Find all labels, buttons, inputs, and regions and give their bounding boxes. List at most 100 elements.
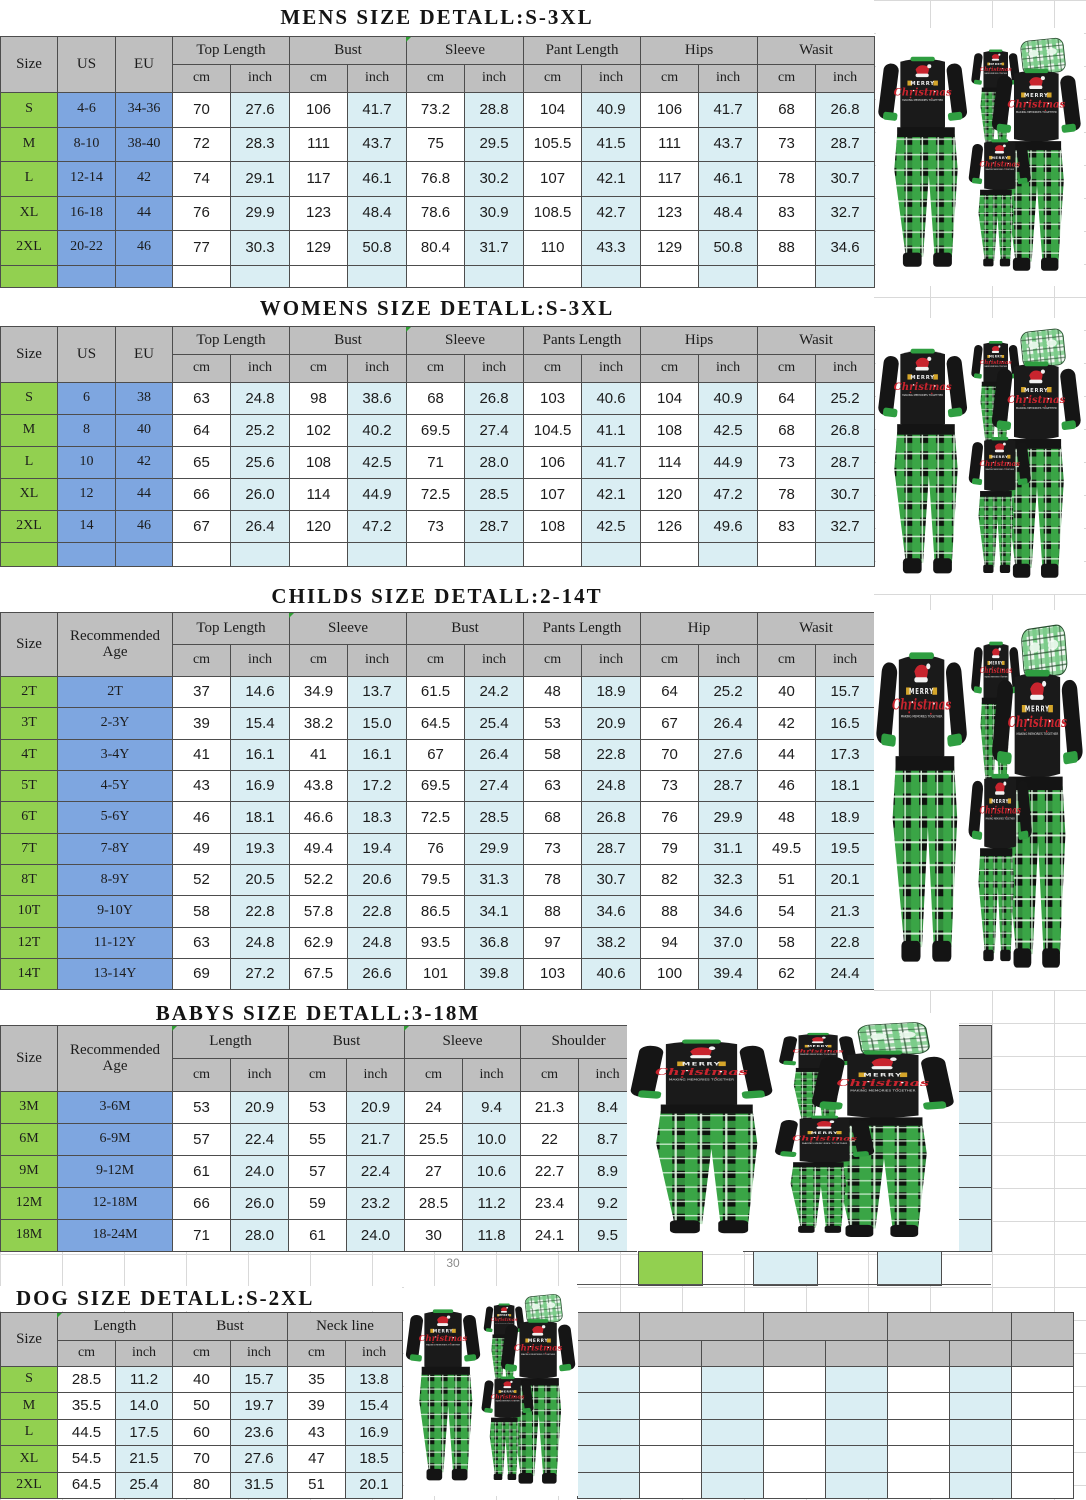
size-cell: 12M xyxy=(0,1187,58,1220)
left-value-cell: 11-12Y xyxy=(57,926,173,960)
empty-cell xyxy=(523,542,583,567)
value-cell: 44.5 xyxy=(57,1418,116,1447)
unit-header: cm xyxy=(172,64,231,93)
value-cell: 41.7 xyxy=(698,92,759,128)
empty-cell xyxy=(763,1392,826,1420)
value-cell: 38.6 xyxy=(347,382,408,415)
value-cell: 49 xyxy=(172,832,231,866)
product-photo-babys-pajamas xyxy=(627,1013,959,1251)
value-cell: 94 xyxy=(640,926,700,960)
value-cell: 62 xyxy=(757,958,817,991)
value-cell: 54 xyxy=(757,895,817,928)
value-cell: 68 xyxy=(523,801,583,834)
value-cell: 126 xyxy=(640,510,700,543)
empty-header-cell xyxy=(1011,1312,1074,1341)
size-cell: M xyxy=(0,126,58,162)
value-cell: 86.5 xyxy=(406,895,466,928)
unit-header: inch xyxy=(115,1340,173,1367)
value-cell: 28.8 xyxy=(464,92,525,128)
value-cell: 25.2 xyxy=(229,414,291,447)
unit-header: inch xyxy=(464,354,525,383)
value-cell: 26.4 xyxy=(464,738,525,772)
column-header: EU xyxy=(115,36,173,93)
childs-size-table: Size Recommended Age Top Length Sleeve Bust P… xyxy=(0,612,876,991)
value-cell: 117 xyxy=(289,161,349,197)
value-cell: 43.7 xyxy=(698,126,759,162)
value-cell: 20.9 xyxy=(230,1091,289,1124)
value-cell: 25.5 xyxy=(404,1123,464,1156)
value-cell: 58 xyxy=(172,895,231,928)
value-cell: 98 xyxy=(289,382,349,415)
value-cell: 69 xyxy=(172,958,231,991)
cell-comment-marker xyxy=(406,327,411,332)
value-cell: 64.5 xyxy=(57,1471,116,1499)
value-cell: 104.5 xyxy=(523,414,583,447)
value-cell: 31.5 xyxy=(229,1471,289,1499)
empty-cell xyxy=(115,542,173,567)
value-cell: 23.6 xyxy=(229,1418,289,1447)
blank-area xyxy=(0,0,874,36)
value-cell: 44.9 xyxy=(347,478,408,511)
value-cell: 43.3 xyxy=(581,230,642,266)
size-cell: 9M xyxy=(0,1155,58,1188)
left-value-cell: 34-36 xyxy=(115,92,173,128)
value-cell: 69.5 xyxy=(406,414,466,447)
value-cell: 18.1 xyxy=(815,770,876,803)
value-cell: 48 xyxy=(523,675,583,709)
size-cell: 7T xyxy=(0,832,58,866)
empty-cell xyxy=(1011,1418,1074,1447)
value-cell: 39.8 xyxy=(464,958,525,991)
left-value-cell: 20-22 xyxy=(57,230,116,266)
value-cell: 49.5 xyxy=(757,832,817,866)
empty-cell xyxy=(825,1365,888,1394)
left-value-cell: 42 xyxy=(115,161,173,197)
size-cell: 14T xyxy=(0,958,58,991)
unit-header: inch xyxy=(229,64,291,93)
value-cell: 108 xyxy=(289,446,349,479)
unit-header: inch xyxy=(229,1340,289,1367)
value-cell: 30.9 xyxy=(464,195,525,231)
unit-header: cm xyxy=(523,64,583,93)
size-cell: S xyxy=(0,92,58,128)
value-cell: 48 xyxy=(757,801,817,834)
value-cell: 28.5 xyxy=(464,801,525,834)
value-cell: 40.6 xyxy=(581,958,642,991)
value-cell: 24.8 xyxy=(581,770,642,803)
empty-header-cell xyxy=(887,1340,950,1367)
empty-cell xyxy=(701,1392,764,1420)
size-cell: 3T xyxy=(0,707,58,740)
value-cell: 42.7 xyxy=(581,195,642,231)
value-cell: 19.4 xyxy=(347,832,408,866)
value-cell: 73 xyxy=(757,126,817,162)
empty-cell xyxy=(639,1392,702,1420)
group-header: Bust xyxy=(287,1025,406,1059)
value-cell: 38.2 xyxy=(581,926,642,960)
value-cell: 42.5 xyxy=(581,510,642,543)
empty-cell xyxy=(698,264,759,288)
unit-header: inch xyxy=(581,644,642,677)
value-cell: 32.3 xyxy=(698,864,759,897)
unit-header: inch xyxy=(345,1058,406,1092)
value-cell: 61.5 xyxy=(406,675,466,709)
cell-comment-marker xyxy=(404,1026,409,1031)
value-cell: 20.5 xyxy=(229,864,291,897)
empty-cell xyxy=(825,1418,888,1447)
empty-cell xyxy=(639,1365,702,1394)
value-cell: 42 xyxy=(757,707,817,740)
value-cell: 34.6 xyxy=(581,895,642,928)
value-cell: 52 xyxy=(172,864,231,897)
value-cell: 24.4 xyxy=(815,958,876,991)
value-cell: 19.5 xyxy=(815,832,876,866)
value-cell: 30.7 xyxy=(815,478,876,511)
value-cell: 43 xyxy=(172,770,231,803)
value-cell: 34.9 xyxy=(289,675,349,709)
value-cell: 68 xyxy=(757,92,817,128)
unit-header: cm xyxy=(289,64,349,93)
value-cell: 62.9 xyxy=(289,926,349,960)
value-cell: 50.8 xyxy=(347,230,408,266)
unit-header: cm xyxy=(406,64,466,93)
column-header: US xyxy=(57,326,116,383)
value-cell: 64 xyxy=(757,382,817,415)
value-cell: 22.4 xyxy=(230,1123,289,1156)
value-cell: 15.0 xyxy=(347,707,408,740)
